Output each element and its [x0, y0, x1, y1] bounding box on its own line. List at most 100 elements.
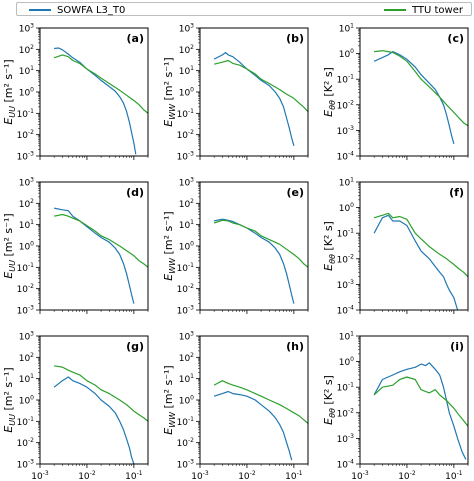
y-tick-label: 100: [339, 48, 354, 60]
legend: SOWFA L3_T0 TTU tower: [16, 2, 472, 16]
series-line-sowfa: [53, 376, 135, 464]
y-tick-label: 102: [179, 44, 194, 56]
series-line-sowfa: [53, 207, 135, 304]
y-tick-label: 10-1: [337, 228, 355, 240]
axes-frame: [39, 335, 149, 465]
series-line-ttu: [373, 212, 468, 278]
series-line-ttu: [53, 213, 148, 268]
legend-label-sowfa: SOWFA L3_T0: [57, 4, 126, 16]
y-tick-label: 100: [179, 87, 194, 99]
panel-label: (h): [286, 340, 304, 353]
y-tick-label: 102: [19, 198, 34, 210]
panel-label: (b): [286, 32, 304, 45]
panel-label: (c): [447, 32, 464, 45]
y-tick-label: 100: [179, 395, 194, 407]
axes-frame: [359, 335, 469, 465]
y-tick-label: 101: [19, 219, 34, 231]
y-tick-label: 101: [339, 177, 354, 189]
panel-label: (f): [449, 186, 464, 199]
x-tick-label: 10-3: [191, 470, 209, 481]
series-line-ttu: [54, 365, 148, 422]
y-tick-label: 10-1: [177, 416, 195, 428]
y-tick-label: 102: [179, 198, 194, 210]
y-tick-label: 101: [179, 65, 194, 77]
y-tick-label: 100: [339, 356, 354, 368]
panel-f: 10-4 10-3 10-2 10-1 100 101 (f) Eθθ [K² s]: [322, 177, 469, 317]
y-tick-label: 102: [19, 352, 34, 364]
y-tick-label: 10-2: [17, 283, 35, 295]
series-line-sowfa: [213, 218, 295, 304]
y-axis-label: EWW [m² s⁻¹]: [162, 365, 177, 434]
y-tick-label: 102: [179, 352, 194, 364]
y-tick-label: 103: [179, 177, 194, 189]
x-tick-label: 10-2: [78, 470, 96, 481]
y-tick-label: 10-2: [177, 129, 195, 141]
x-tick-label: 10-1: [285, 470, 303, 481]
y-tick-label: 100: [179, 241, 194, 253]
legend-item-sowfa: SOWFA L3_T0: [29, 3, 125, 17]
series-line-ttu: [213, 380, 308, 424]
axes-frame: [199, 181, 309, 311]
series-line-sowfa: [373, 362, 467, 460]
y-tick-label: 10-1: [177, 108, 195, 120]
x-tick-label: 10-2: [238, 470, 256, 481]
legend-label-ttu: TTU tower: [411, 4, 463, 16]
y-tick-label: 10-2: [337, 253, 355, 265]
y-axis-label: Eθθ [K² s]: [322, 67, 337, 117]
y-tick-label: 10-2: [337, 99, 355, 111]
legend-swatch-sowfa: [29, 9, 51, 11]
y-tick-label: 10-3: [17, 151, 35, 163]
y-tick-label: 103: [19, 177, 34, 189]
y-tick-label: 10-4: [337, 459, 355, 471]
x-tick-label: 10-2: [398, 470, 416, 481]
axes-frame: [199, 27, 309, 157]
series-line-sowfa: [54, 47, 137, 155]
y-tick-label: 10-1: [337, 74, 355, 86]
y-tick-label: 10-1: [337, 382, 355, 394]
series-line-sowfa: [373, 51, 455, 144]
y-tick-label: 10-3: [337, 279, 355, 291]
series-line-sowfa: [213, 390, 293, 461]
y-tick-label: 10-2: [177, 437, 195, 449]
y-tick-label: 100: [19, 395, 34, 407]
y-tick-label: 10-2: [17, 129, 35, 141]
y-tick-label: 10-2: [177, 283, 195, 295]
y-tick-label: 10-3: [337, 433, 355, 445]
y-tick-label: 10-4: [337, 305, 355, 317]
y-tick-label: 101: [19, 373, 34, 385]
y-tick-label: 101: [339, 331, 354, 343]
panel-a: 10-3 10-2 10-1 100 101 102 103 (a) EUU [m² s⁻¹]: [2, 23, 149, 163]
y-tick-label: 10-1: [17, 108, 35, 120]
y-axis-label: EUU [m² s⁻¹]: [2, 367, 17, 432]
y-tick-label: 101: [339, 23, 354, 35]
panel-label: (g): [126, 340, 144, 353]
series-line-ttu: [53, 54, 148, 114]
panel-h: 10-3 10-2 10-1 100 101 102 103 10-3 10-2 10-1 (h) E…: [162, 331, 309, 481]
y-tick-label: 10-4: [337, 151, 355, 163]
panel-label: (a): [127, 32, 144, 45]
series-line-ttu: [213, 219, 308, 268]
y-tick-label: 103: [19, 331, 34, 343]
y-tick-label: 10-3: [337, 125, 355, 137]
panel-d: 10-3 10-2 10-1 100 101 102 103 (d) EUU [m² s⁻¹]: [2, 177, 149, 317]
series-line-ttu: [213, 59, 308, 113]
panel-e: 10-3 10-2 10-1 100 101 102 103 (e) EWW [m² s⁻¹]: [162, 177, 309, 317]
panel-label: (d): [126, 186, 144, 199]
y-tick-label: 10-2: [337, 407, 355, 419]
axes-frame: [39, 27, 149, 157]
y-tick-label: 103: [19, 23, 34, 35]
y-tick-label: 103: [179, 331, 194, 343]
y-tick-label: 102: [19, 44, 34, 56]
x-tick-label: 10-1: [445, 470, 463, 481]
y-tick-label: 100: [19, 87, 34, 99]
y-axis-label: EWW [m² s⁻¹]: [162, 57, 177, 126]
y-tick-label: 10-3: [17, 459, 35, 471]
panel-g: 10-3 10-2 10-1 100 101 102 103 10-3 10-2 10-1 (g) E…: [2, 331, 149, 481]
series-line-sowfa: [373, 214, 459, 310]
series-line-ttu: [373, 376, 468, 427]
y-axis-label: Eθθ [K² s]: [322, 375, 337, 425]
y-tick-label: 101: [19, 65, 34, 77]
panel-label: (i): [450, 340, 464, 353]
